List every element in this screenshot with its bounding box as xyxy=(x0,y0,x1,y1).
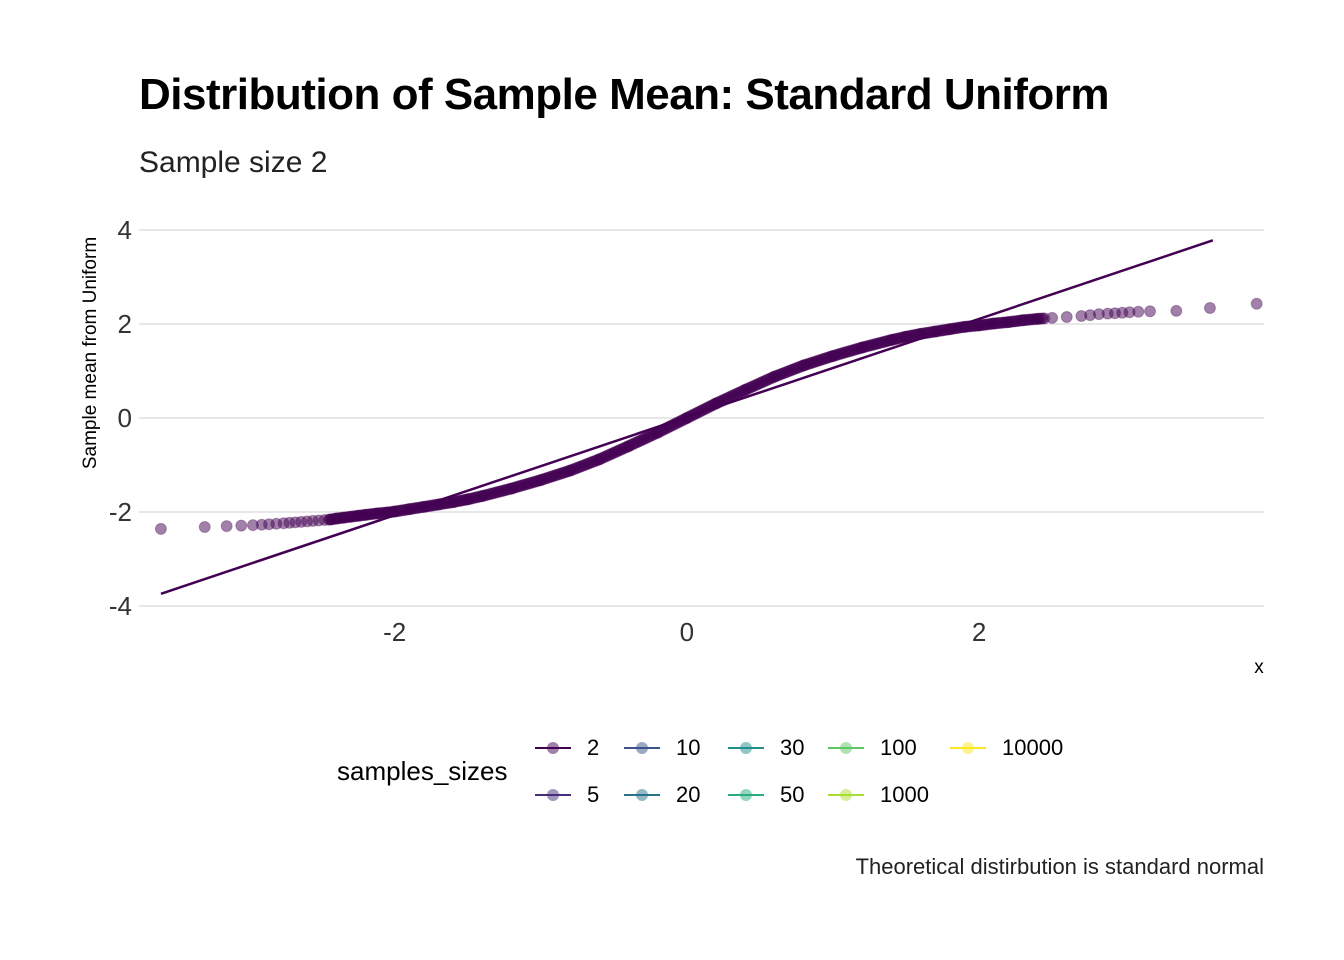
y-tick-label: -4 xyxy=(109,591,132,621)
legend-item: 10 xyxy=(622,733,700,763)
x-tick-label: 2 xyxy=(972,617,986,647)
legend-item: 30 xyxy=(726,733,804,763)
data-point xyxy=(235,519,248,532)
legend-label: 10 xyxy=(676,735,701,760)
legend-key xyxy=(533,780,573,810)
legend-item: 20 xyxy=(622,780,700,810)
chart-subtitle: Sample size 2 xyxy=(139,146,328,179)
data-point xyxy=(1250,297,1263,310)
x-tick-label: -2 xyxy=(383,617,406,647)
legend-key xyxy=(622,733,662,763)
y-tick-label: 0 xyxy=(118,403,132,433)
legend-key xyxy=(726,733,766,763)
reference-line xyxy=(160,239,1214,595)
chart-title: Distribution of Sample Mean: Standard Un… xyxy=(139,70,1110,119)
legend-label: 2 xyxy=(587,735,600,760)
x-tick-label: 0 xyxy=(680,617,694,647)
legend-item: 5 xyxy=(533,780,599,810)
data-point xyxy=(1203,302,1216,315)
legend-item: 1000 xyxy=(826,780,929,810)
legend-item: 100 xyxy=(826,733,917,763)
data-point xyxy=(154,522,167,535)
legend-key xyxy=(826,733,866,763)
legend-label: 100 xyxy=(880,735,917,760)
y-tick-label: 4 xyxy=(118,215,132,245)
legend-item: 2 xyxy=(533,733,599,763)
legend-label: 30 xyxy=(780,735,805,760)
legend-label: 10000 xyxy=(1002,735,1064,760)
data-point xyxy=(1144,305,1157,318)
legend-title: samples_sizes xyxy=(337,756,508,786)
data-point xyxy=(198,521,211,534)
legend-key xyxy=(533,733,573,763)
legend-label: 20 xyxy=(676,782,701,807)
data-point xyxy=(1060,310,1073,323)
legend-key xyxy=(948,733,988,763)
data-point xyxy=(220,520,233,533)
legend-item: 10000 xyxy=(948,733,1063,763)
data-point xyxy=(1132,305,1145,318)
data-point xyxy=(1170,304,1183,317)
legend-key xyxy=(826,780,866,810)
caption: Theoretical distirbution is standard nor… xyxy=(855,854,1264,879)
legend-label: 50 xyxy=(780,782,805,807)
legend-label: 1000 xyxy=(880,782,929,807)
data-point xyxy=(1038,312,1051,325)
y-tick-label: 2 xyxy=(118,309,132,339)
x-axis-title: x xyxy=(1254,657,1264,678)
legend-key xyxy=(622,780,662,810)
legend-label: 5 xyxy=(587,782,600,807)
y-axis-title: Sample mean from Uniform xyxy=(80,237,101,469)
legend-key xyxy=(726,780,766,810)
y-tick-label: -2 xyxy=(109,497,132,527)
legend-item: 50 xyxy=(726,780,804,810)
